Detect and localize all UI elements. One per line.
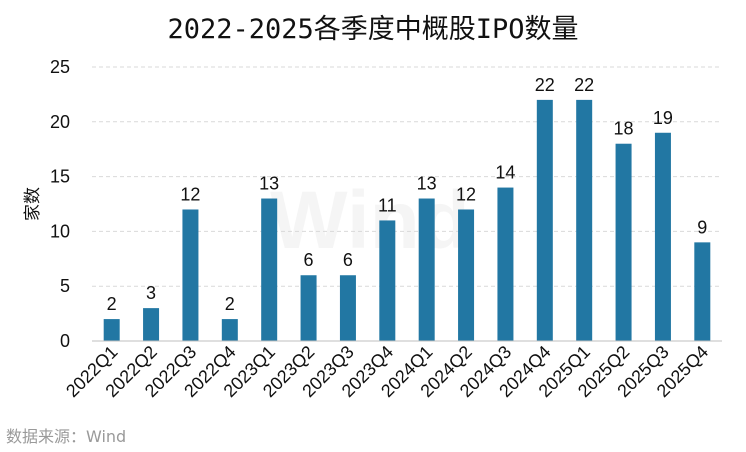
y-tick-label: 15: [50, 167, 70, 187]
data-label-2024Q2: 12: [456, 184, 476, 204]
bar-2023Q4: [379, 220, 396, 341]
bar-series: [103, 99, 711, 341]
data-label-2023Q3: 6: [343, 250, 353, 270]
y-tick-label: 0: [60, 331, 70, 351]
y-axis-label: 家数: [23, 187, 43, 221]
data-label-2022Q4: 2: [225, 294, 235, 314]
bar-2024Q2: [458, 209, 475, 341]
y-tick-label: 25: [50, 57, 70, 77]
x-axis-ticks: 2022Q12022Q22022Q32022Q42023Q12023Q22023…: [62, 342, 712, 401]
data-label-2025Q1: 22: [574, 75, 594, 95]
data-labels: 2 3 12 2 13 6 6 11 13 12 14 22 22 18 19 9: [107, 75, 708, 314]
bar-2025Q3: [654, 132, 671, 341]
data-label-2025Q3: 19: [653, 108, 673, 128]
bar-2022Q2: [143, 308, 160, 341]
data-label-2022Q2: 3: [146, 283, 156, 303]
data-label-2024Q1: 13: [417, 174, 437, 194]
y-tick-label: 5: [60, 276, 70, 296]
data-label-2022Q1: 2: [107, 294, 117, 314]
data-label-2023Q1: 13: [259, 174, 279, 194]
data-label-2022Q3: 12: [180, 184, 200, 204]
bar-2023Q3: [339, 275, 356, 341]
y-axis-ticks: 0 5 10 15 20 25: [50, 57, 70, 351]
bar-2022Q1: [103, 319, 120, 341]
bar-2025Q2: [615, 143, 632, 341]
data-label-2023Q4: 11: [378, 195, 397, 215]
data-label-2024Q3: 14: [495, 163, 515, 183]
bar-2025Q4: [694, 242, 711, 341]
bar-2022Q3: [182, 209, 199, 341]
data-label-2023Q2: 6: [304, 250, 314, 270]
data-label-2025Q2: 18: [614, 119, 634, 139]
data-label-2024Q4: 22: [535, 75, 555, 95]
source-note: 数据来源：Wind: [6, 427, 126, 446]
bar-2023Q1: [261, 198, 278, 341]
y-tick-label: 20: [50, 112, 70, 132]
bar-2025Q1: [576, 99, 593, 341]
bar-2024Q1: [418, 198, 435, 341]
y-tick-label: 10: [50, 221, 70, 241]
chart-title: 2022-2025各季度中概股IPO数量: [167, 14, 578, 45]
bar-2024Q4: [536, 99, 553, 341]
watermark-logo: Wind: [270, 175, 470, 266]
bar-2024Q3: [497, 187, 514, 341]
bar-2023Q2: [300, 275, 317, 341]
data-label-2025Q4: 9: [697, 217, 707, 237]
bar-2022Q4: [221, 319, 238, 341]
